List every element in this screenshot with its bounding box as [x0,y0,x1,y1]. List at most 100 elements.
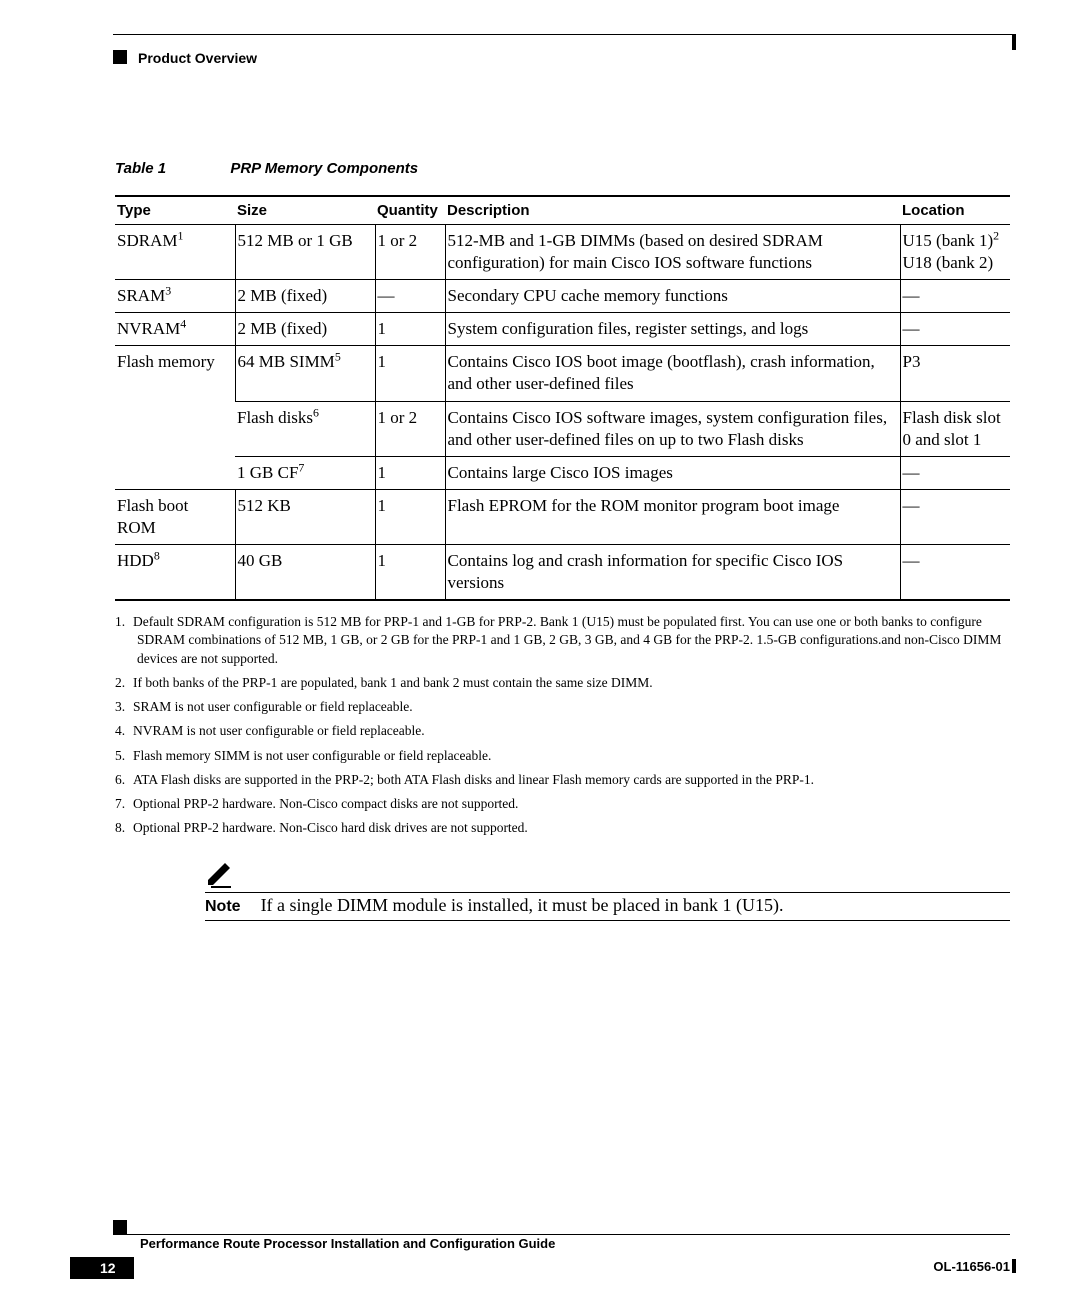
cell-text: SRAM [117,286,165,305]
cell-size: 1 GB CF7 [235,456,375,489]
footnote-item: 2.If both banks of the PRP-1 are populat… [115,674,1010,692]
col-header-size: Size [235,196,375,225]
col-header-location: Location [900,196,1010,225]
footnote-text: NVRAM is not user configurable or field … [133,723,425,738]
cell-size: Flash disks6 [235,401,375,456]
cell-loc: — [900,280,1010,313]
cell-desc: Contains log and crash information for s… [445,545,900,601]
note-row: Note If a single DIMM module is installe… [205,892,1010,921]
cell-type: Flash boot ROM [115,489,235,544]
footnote-text: SRAM is not user configurable or field r… [133,699,413,714]
section-label: Product Overview [138,50,257,66]
cell-text: 1 GB CF [237,463,298,482]
footnote-ref: 5 [335,350,341,364]
cell-qty: 1 [375,313,445,346]
footnote-item: 3.SRAM is not user configurable or field… [115,698,1010,716]
col-header-type: Type [115,196,235,225]
cell-text: HDD [117,551,154,570]
header-rule [113,34,1016,35]
footnote-item: 6.ATA Flash disks are supported in the P… [115,771,1010,789]
footnote-item: 7.Optional PRP-2 hardware. Non-Cisco com… [115,795,1010,813]
cell-loc: Flash disk slot 0 and slot 1 [900,401,1010,456]
footnote-number: 5. [115,747,133,765]
footnote-text: Flash memory SIMM is not user configurab… [133,748,491,763]
cell-qty: — [375,280,445,313]
footnote-ref: 1 [177,228,183,242]
footnote-item: 1.Default SDRAM configuration is 512 MB … [115,613,1010,668]
cell-desc: Contains large Cisco IOS images [445,456,900,489]
cell-desc: Contains Cisco IOS software images, syst… [445,401,900,456]
note-label: Note [205,898,241,916]
cell-size: 512 KB [235,489,375,544]
footnote-item: 4.NVRAM is not user configurable or fiel… [115,722,1010,740]
footnote-number: 7. [115,795,133,813]
footnote-number: 6. [115,771,133,789]
footnote-text: Optional PRP-2 hardware. Non-Cisco hard … [133,820,528,835]
cell-text: NVRAM [117,319,180,338]
cell-qty: 1 or 2 [375,401,445,456]
cell-qty: 1 or 2 [375,225,445,280]
note-text: If a single DIMM module is installed, it… [261,895,784,916]
footer-corner-box [113,1220,127,1234]
table-row: 1 GB CF7 1 Contains large Cisco IOS imag… [115,456,1010,489]
cell-size: 40 GB [235,545,375,601]
memory-components-table: Type Size Quantity Description Location … [115,195,1010,601]
cell-text: SDRAM [117,231,177,250]
cell-desc: Secondary CPU cache memory functions [445,280,900,313]
footer-bottom: 12 OL-11656-01 [70,1257,1010,1281]
cell-type: NVRAM4 [115,313,235,346]
cell-size: 64 MB SIMM5 [235,346,375,401]
footnote-number: 3. [115,698,133,716]
cell-text: U18 (bank 2) [903,253,994,272]
footnote-text: ATA Flash disks are supported in the PRP… [133,772,814,787]
footnote-number: 8. [115,819,133,837]
footer-rule-wrap [70,1220,1010,1240]
table-row: Flash boot ROM 512 KB 1 Flash EPROM for … [115,489,1010,544]
cell-size: 2 MB (fixed) [235,313,375,346]
cell-desc: Flash EPROM for the ROM monitor program … [445,489,900,544]
cell-loc: U15 (bank 1)2U18 (bank 2) [900,225,1010,280]
cell-loc: — [900,456,1010,489]
table-row: SRAM3 2 MB (fixed) — Secondary CPU cache… [115,280,1010,313]
table-row: HDD8 40 GB 1 Contains log and crash info… [115,545,1010,601]
table-row: SDRAM1 512 MB or 1 GB 1 or 2 512-MB and … [115,225,1010,280]
cell-type: SRAM3 [115,280,235,313]
cell-qty: 1 [375,456,445,489]
note-block: Note If a single DIMM module is installe… [205,892,1010,921]
footnote-ref: 8 [154,548,160,562]
footnote-number: 1. [115,613,133,631]
footer-right-marker [1012,1259,1016,1273]
header-corner-box [113,50,127,64]
cell-text: 64 MB SIMM [238,352,335,371]
col-header-description: Description [445,196,900,225]
footnote-ref: 6 [313,405,319,419]
footnote-ref: 7 [298,460,304,474]
footnote-text: Optional PRP-2 hardware. Non-Cisco compa… [133,796,518,811]
cell-desc: 512-MB and 1-GB DIMMs (based on desired … [445,225,900,280]
footnote-ref: 3 [165,284,171,298]
main-content: Table 1 PRP Memory Components Type Size … [115,160,1010,921]
table-row: NVRAM4 2 MB (fixed) 1 System configurati… [115,313,1010,346]
cell-text: Flash disks [237,408,313,427]
cell-size: 2 MB (fixed) [235,280,375,313]
page-footer: Performance Route Processor Installation… [70,1220,1010,1281]
cell-type: SDRAM1 [115,225,235,280]
footnote-ref: 4 [180,317,186,331]
table-caption: Table 1 PRP Memory Components [115,160,1010,177]
table-number: Table 1 [115,160,166,177]
footnote-number: 4. [115,722,133,740]
cell-loc: — [900,545,1010,601]
footer-rule [113,1234,1010,1235]
cell-qty: 1 [375,545,445,601]
cell-loc: P3 [900,346,1010,401]
cell-desc: Contains Cisco IOS boot image (bootflash… [445,346,900,401]
cell-loc: — [900,313,1010,346]
cell-qty: 1 [375,489,445,544]
cell-type: HDD8 [115,545,235,601]
table-title: PRP Memory Components [230,160,418,177]
footnote-text: If both banks of the PRP-1 are populated… [133,675,653,690]
footnote-number: 2. [115,674,133,692]
header-marker [1012,34,1016,50]
footnote-ref: 2 [993,228,999,242]
pencil-icon [205,858,235,888]
